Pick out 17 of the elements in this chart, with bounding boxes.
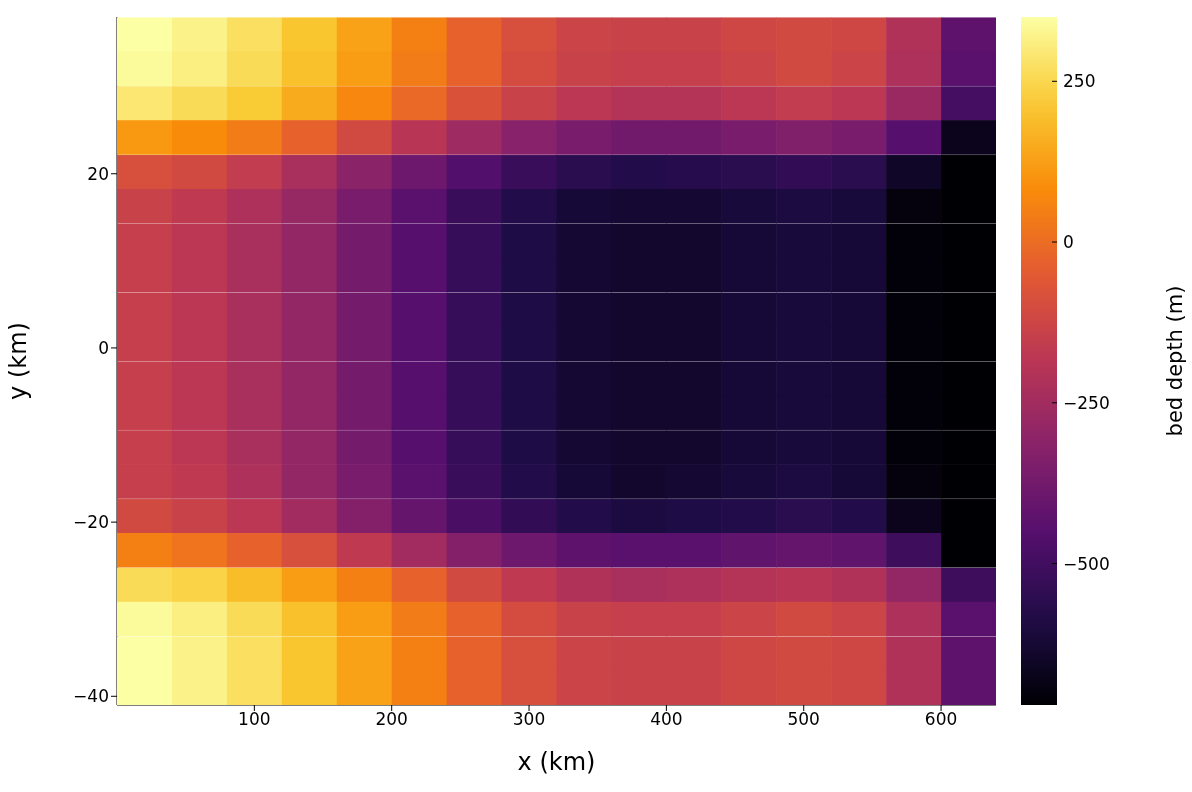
color-bar-label: −500 <box>1063 553 1110 574</box>
x-tick-label: 200 <box>375 709 408 730</box>
y-tick-label: 20 <box>87 163 109 184</box>
y-axis-title: y (km) <box>3 322 32 400</box>
y-tick-label: −20 <box>73 512 109 533</box>
x-tick-label: 300 <box>512 709 546 730</box>
y-tick-label: −40 <box>73 686 109 707</box>
x-tick-label: 100 <box>238 709 271 730</box>
x-tick-label: 400 <box>650 709 683 730</box>
color-bar-label: −250 <box>1063 392 1110 413</box>
x-tick-label: 600 <box>924 709 958 730</box>
x-axis-title: x (km) <box>517 748 596 776</box>
color-bar-title: bed depth (m) <box>1163 285 1187 437</box>
y-tick-label: 0 <box>98 337 109 358</box>
x-tick-label: 500 <box>787 709 820 730</box>
color-bar-label: 0 <box>1063 232 1074 253</box>
color-bar-label: 250 <box>1063 71 1096 92</box>
